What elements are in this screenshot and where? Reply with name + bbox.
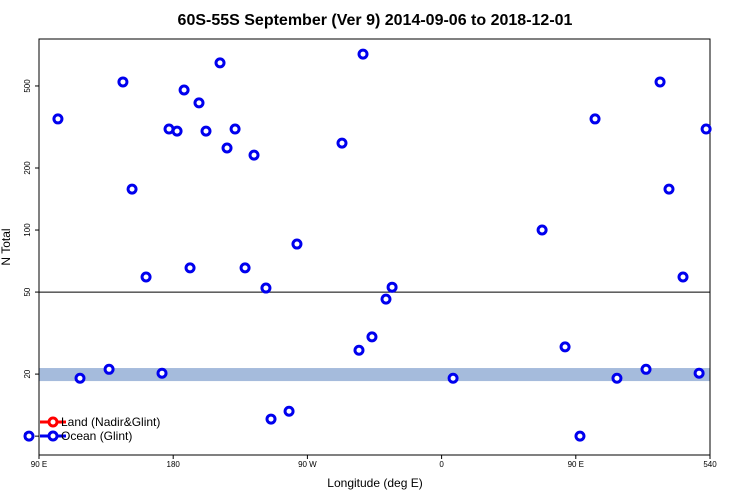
data-point: [248, 149, 260, 161]
data-point: [291, 238, 303, 250]
data-point: [366, 331, 378, 343]
reference-band: [39, 368, 710, 382]
data-point: [229, 123, 241, 135]
data-point: [239, 262, 251, 274]
data-point: [357, 48, 369, 60]
data-point: [214, 57, 226, 69]
data-point: [380, 293, 392, 305]
plot-frame: [38, 38, 711, 456]
data-point: [140, 271, 152, 283]
x-tick-label: 180: [167, 460, 181, 469]
data-point: [700, 123, 712, 135]
data-point: [640, 363, 652, 375]
data-point: [103, 363, 115, 375]
x-tick-label: 0: [439, 460, 444, 469]
data-point: [574, 430, 586, 442]
data-point: [559, 341, 571, 353]
x-tick-label: 90 E: [568, 460, 584, 469]
data-point: [221, 142, 233, 154]
data-point: [171, 125, 183, 137]
legend-label: Land (Nadir&Glint): [61, 415, 160, 429]
data-point: [536, 224, 548, 236]
y-tick-label: 50: [23, 287, 32, 296]
data-point: [677, 271, 689, 283]
data-point: [353, 344, 365, 356]
data-point: [193, 97, 205, 109]
data-point: [693, 367, 705, 379]
data-point: [283, 405, 295, 417]
data-point: [589, 113, 601, 125]
data-point: [386, 281, 398, 293]
data-point: [200, 125, 212, 137]
y-tick-label: 20: [23, 369, 32, 378]
y-tick-label: 100: [23, 223, 32, 237]
data-point: [156, 367, 168, 379]
data-point: [52, 113, 64, 125]
x-axis-label: Longitude (deg E): [327, 476, 422, 490]
legend-marker: [47, 430, 59, 442]
data-point: [336, 137, 348, 149]
legend-label: Ocean (Glint): [61, 429, 132, 443]
data-point: [260, 282, 272, 294]
chart-title: 60S-55S September (Ver 9) 2014-09-06 to …: [178, 12, 573, 29]
y-tick-label: 500: [23, 79, 32, 93]
data-point: [23, 430, 35, 442]
data-point: [178, 84, 190, 96]
data-point: [611, 372, 623, 384]
data-point: [117, 76, 129, 88]
legend-marker: [47, 416, 59, 428]
x-tick-label: 90 W: [298, 460, 317, 469]
x-tick-label: 90 E: [31, 460, 47, 469]
data-point: [447, 372, 459, 384]
data-point: [126, 183, 138, 195]
data-point: [184, 262, 196, 274]
x-tick-label: 540: [703, 460, 717, 469]
data-point: [265, 413, 277, 425]
data-point: [74, 372, 86, 384]
y-tick-label: 200: [23, 161, 32, 175]
y-axis-label: N Total: [0, 228, 13, 265]
data-point: [654, 76, 666, 88]
data-point: [663, 183, 675, 195]
